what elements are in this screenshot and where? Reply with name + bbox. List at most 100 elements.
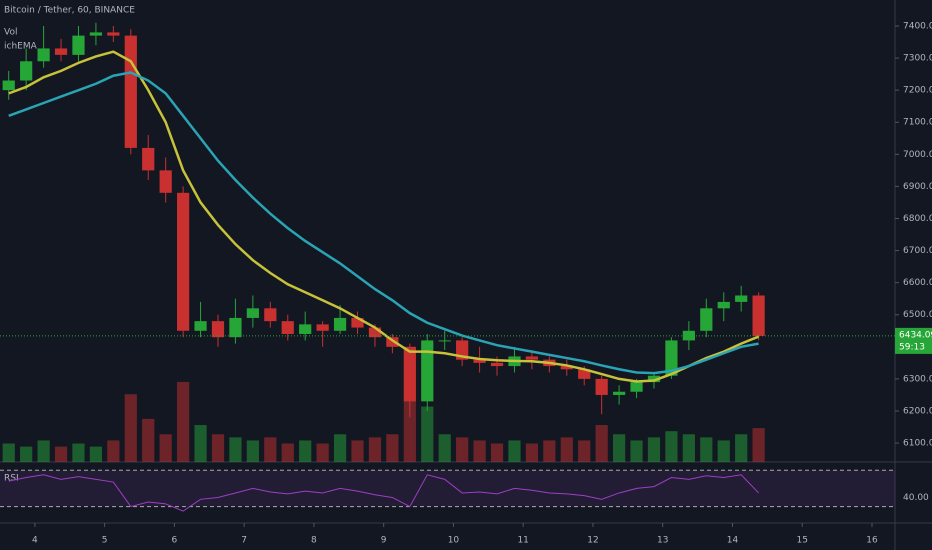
candle-body (752, 295, 765, 336)
volume-bar (20, 446, 33, 462)
volume-bar (700, 437, 713, 462)
x-tick-label: 4 (32, 536, 38, 546)
y-tick-label: 6500.00 (903, 310, 932, 320)
candle-body (647, 375, 661, 383)
volume-bar (473, 440, 486, 462)
candle-body (54, 48, 68, 55)
volume-bar (735, 434, 748, 462)
candle-body (560, 366, 573, 370)
rsi-line (8, 474, 759, 512)
candle-body (72, 35, 85, 55)
candle-body (438, 340, 451, 342)
volume-bar (177, 381, 190, 462)
y-tick-label: 7300.00 (903, 54, 932, 64)
candle-body (124, 35, 137, 148)
candle-body (211, 321, 225, 338)
volume-bar (386, 434, 399, 462)
candle-body (194, 321, 207, 331)
x-tick-label: 7 (241, 536, 247, 546)
y-tick-label: 6100.00 (903, 439, 932, 449)
volume-bar (438, 434, 451, 462)
volume-bar (246, 440, 259, 462)
volume-bar (717, 440, 730, 462)
volume-bar (229, 437, 242, 462)
candle-body (37, 48, 50, 62)
y-tick-label: 6300.00 (903, 374, 932, 384)
candle-body (89, 32, 103, 36)
candle-body (177, 192, 190, 331)
y-tick-label: 40.00 (903, 493, 929, 503)
y-tick-label: 6600.00 (903, 278, 932, 288)
candle-body (473, 359, 486, 363)
volume-bar (299, 440, 312, 462)
y-tick-label: 7400.00 (903, 21, 932, 31)
x-tick-label: 11 (517, 536, 528, 546)
volume-bar (525, 443, 539, 462)
volume-bar (2, 443, 15, 462)
ema-line (8, 71, 759, 375)
x-tick-label: 12 (587, 536, 598, 546)
candle-body (107, 32, 120, 36)
candle-body (2, 80, 15, 91)
volume-bar (368, 437, 382, 462)
volume-bar (613, 434, 626, 462)
y-tick-label: 6200.00 (903, 406, 932, 416)
symbol-title: Bitcoin / Tether, 60, BINANCE (4, 6, 135, 16)
study-legend: ichEMA (4, 42, 38, 52)
candle-body (578, 369, 591, 379)
ema-line (8, 50, 760, 383)
candle-body (682, 330, 695, 341)
candle-body (403, 346, 416, 402)
x-tick-label: 16 (866, 536, 878, 546)
candle-body (20, 61, 33, 81)
y-tick-label: 6800.00 (903, 214, 932, 224)
rsi-band (0, 470, 895, 507)
countdown-label: 59:13 (899, 342, 925, 352)
volume-bar (508, 440, 521, 462)
volume-bar (665, 431, 678, 462)
candle-body (595, 378, 608, 395)
x-tick-label: 8 (311, 536, 317, 546)
y-tick-label: 7200.00 (903, 86, 932, 96)
volume-bar (682, 434, 695, 462)
candle-body (368, 327, 382, 338)
candle-body (351, 317, 364, 328)
volume-bar (54, 446, 68, 462)
volume-bar (159, 434, 172, 462)
volume-bar (490, 443, 504, 462)
candle-body (700, 308, 713, 331)
candle-body (316, 324, 329, 331)
candle-body (333, 317, 347, 331)
volume-bar (351, 440, 364, 462)
volume-bar (456, 437, 469, 462)
x-tick-label: 10 (448, 536, 460, 546)
candle-body (229, 317, 242, 338)
x-tick-label: 13 (657, 536, 668, 546)
x-tick-label: 14 (727, 536, 739, 546)
x-tick-label: 9 (381, 536, 387, 546)
candle-body (299, 324, 312, 334)
candle-body (421, 340, 434, 402)
candle-body (525, 356, 539, 360)
x-tick-label: 5 (102, 536, 108, 546)
volume-bar (403, 400, 416, 462)
candle-body (142, 147, 155, 171)
y-tick-label: 7100.00 (903, 118, 932, 128)
volume-bar (194, 425, 207, 462)
y-tick-label: 6900.00 (903, 182, 932, 192)
volume-bar (595, 425, 608, 462)
volume-bar (630, 440, 643, 462)
volume-bar (752, 428, 765, 462)
study-legend: Vol (4, 28, 17, 38)
volume-bar (211, 434, 225, 462)
volume-bar (37, 440, 50, 462)
candle-body (386, 337, 399, 347)
y-tick-label: 7000.00 (903, 150, 932, 160)
candle-body (735, 295, 748, 302)
volume-bar (281, 443, 294, 462)
volume-bar (560, 437, 573, 462)
volume-bar (264, 437, 277, 462)
candle-body (665, 340, 678, 376)
